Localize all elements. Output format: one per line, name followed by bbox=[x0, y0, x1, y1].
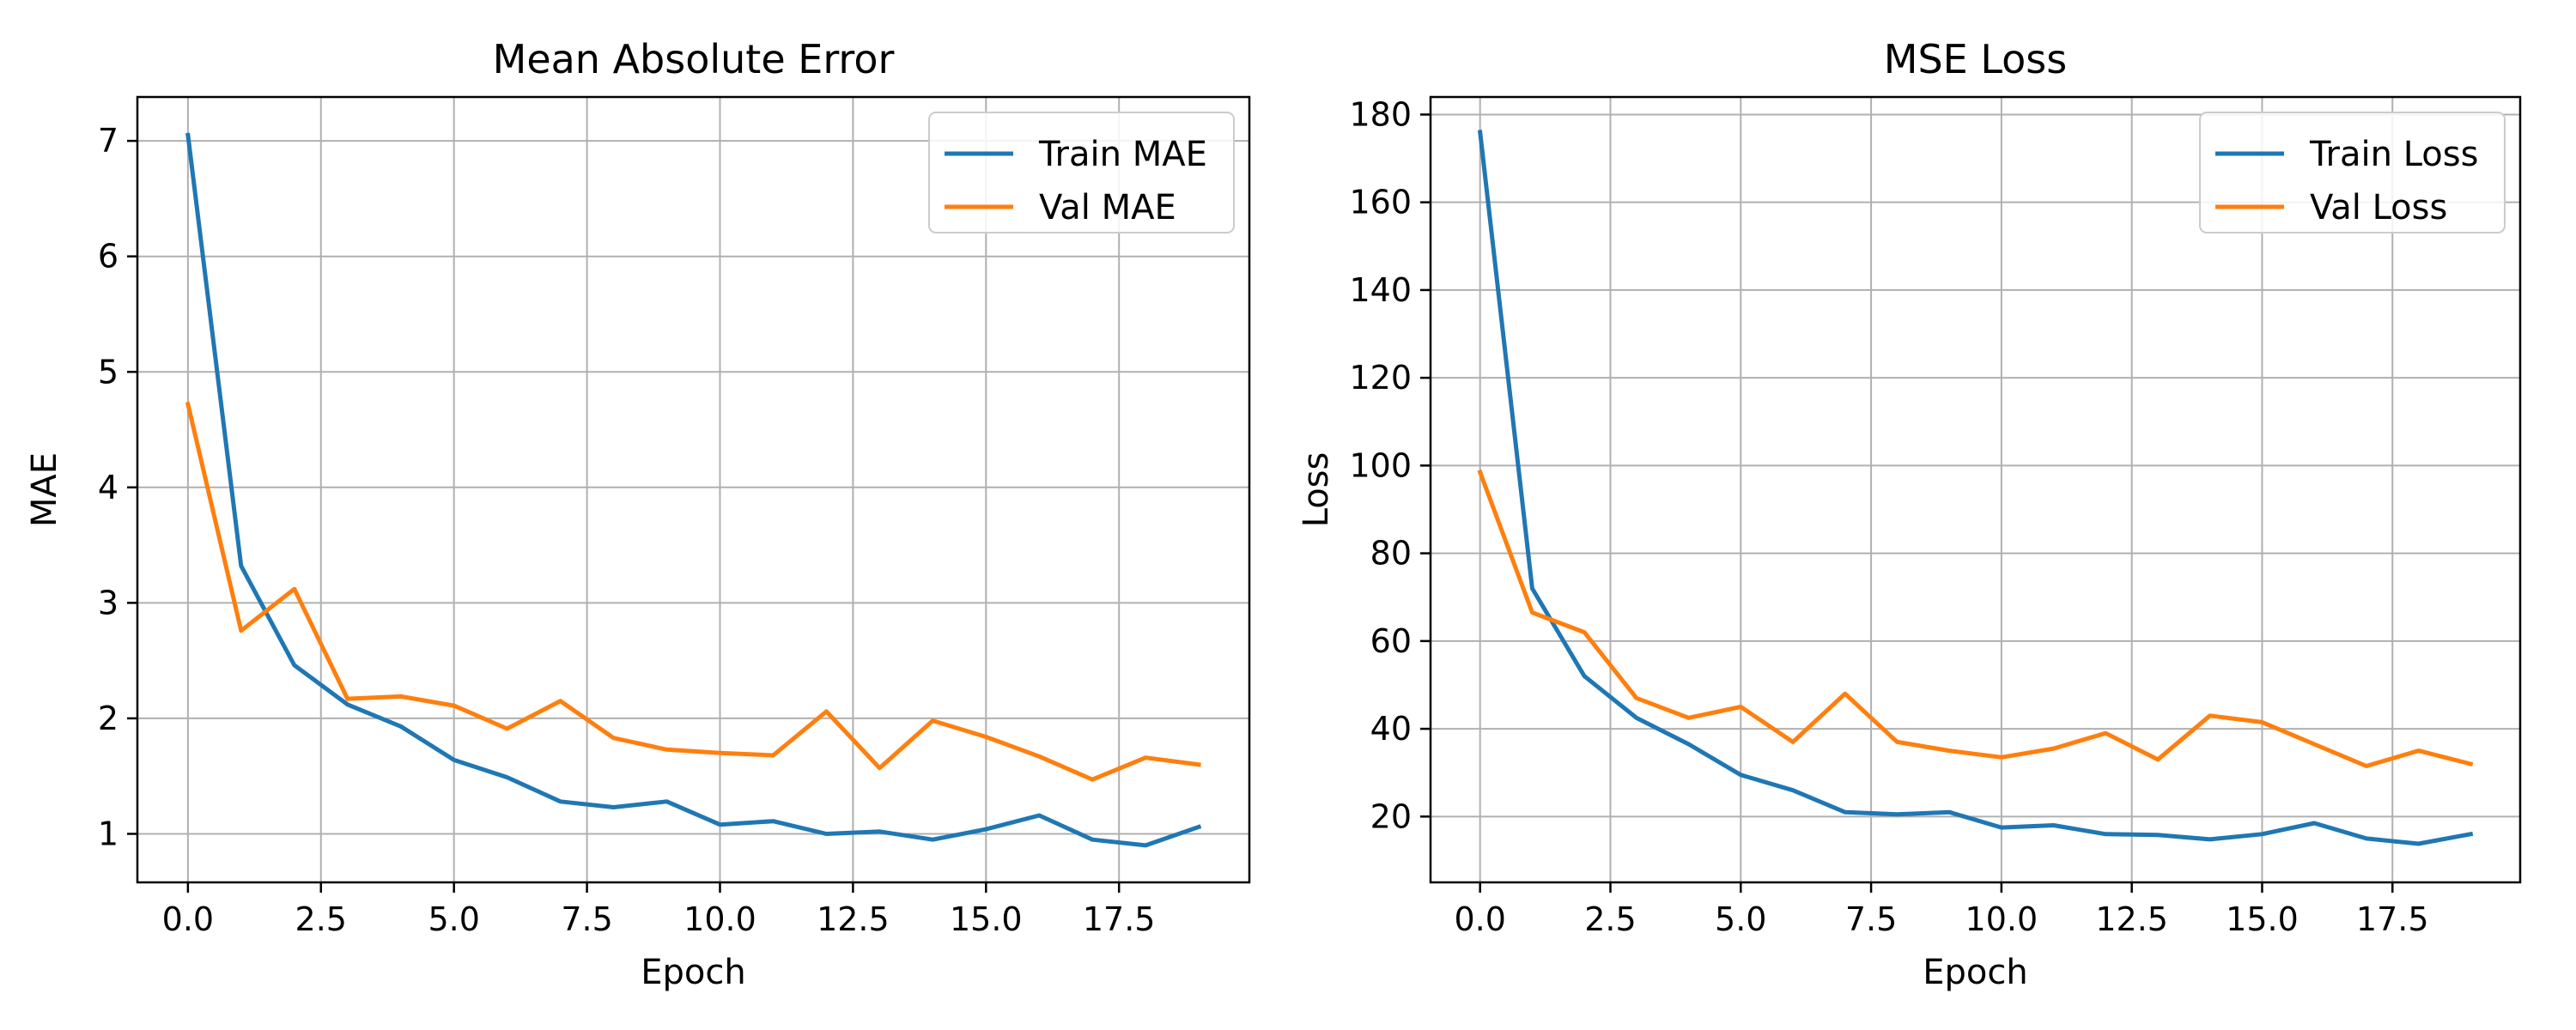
y-axis-label: Loss bbox=[1297, 452, 1336, 528]
legend-label: Train Loss bbox=[2309, 135, 2478, 174]
y-tick-label: 140 bbox=[1349, 271, 1412, 309]
y-tick-label: 4 bbox=[98, 469, 118, 506]
legend: Train MAE Val MAE bbox=[928, 112, 1235, 233]
x-tick-label: 0.0 bbox=[1454, 900, 1505, 938]
y-tick-label: 160 bbox=[1349, 184, 1412, 221]
x-tick-label: 10.0 bbox=[1965, 900, 2038, 938]
y-tick-label: 1 bbox=[98, 815, 118, 852]
x-tick-label: 5.0 bbox=[1715, 900, 1766, 938]
x-tick-label: 15.0 bbox=[2226, 900, 2299, 938]
x-tick-label: 7.5 bbox=[561, 900, 612, 938]
legend-box bbox=[928, 112, 1235, 233]
x-tick-label: 2.5 bbox=[1584, 900, 1636, 938]
x-axis-label: Epoch bbox=[1923, 953, 2027, 992]
x-tick-label: 12.5 bbox=[817, 900, 890, 938]
grid bbox=[137, 97, 1249, 882]
legend-label: Val Loss bbox=[2310, 188, 2447, 227]
plot-frame bbox=[1429, 95, 2522, 884]
series-line-train-loss bbox=[1477, 130, 2474, 846]
chart-title: Mean Absolute Error bbox=[493, 36, 895, 82]
x-tick-label: 17.5 bbox=[1083, 900, 1156, 938]
y-tick-label: 180 bbox=[1349, 95, 1412, 133]
y-tick-label: 40 bbox=[1370, 710, 1412, 748]
y-tick-label: 100 bbox=[1349, 446, 1412, 484]
plot-frame bbox=[136, 95, 1251, 884]
y-tick-label: 20 bbox=[1370, 797, 1412, 835]
y-tick-label: 6 bbox=[98, 238, 118, 276]
x-tick-label: 10.0 bbox=[683, 900, 756, 938]
y-tick-label: 2 bbox=[98, 700, 118, 737]
series-line-val-loss bbox=[1477, 469, 2474, 768]
series-line-val-mae bbox=[185, 401, 1201, 782]
legend-box bbox=[2199, 112, 2506, 233]
y-tick-label: 5 bbox=[98, 353, 118, 391]
legend-label: Val MAE bbox=[1039, 188, 1176, 227]
chart-panel-2: 0.0 2.5 5.0 7.5 10.0 12.5 15.0 17.5 20 40 60 80 100 1… bbox=[1297, 36, 2522, 992]
y-tick-label: 7 bbox=[98, 122, 118, 160]
x-tick-label: 0.0 bbox=[162, 900, 214, 938]
x-axis-label: Epoch bbox=[641, 953, 745, 992]
y-axis-label: MAE bbox=[25, 452, 64, 527]
y-tick-label: 60 bbox=[1370, 622, 1412, 660]
legend: Train Loss Val Loss bbox=[2199, 112, 2506, 233]
x-tick-label: 12.5 bbox=[2095, 900, 2168, 938]
chart-panel-1: 0.0 2.5 5.0 7.5 10.0 12.5 15.0 17.5 1 2 3 4 5 6 7 Mean … bbox=[25, 36, 1251, 992]
x-tick-label: 5.0 bbox=[428, 900, 479, 938]
x-tick-label: 17.5 bbox=[2356, 900, 2429, 938]
y-tick-label: 80 bbox=[1370, 535, 1412, 573]
legend-label: Train MAE bbox=[1038, 135, 1207, 174]
y-tick-label: 120 bbox=[1349, 359, 1412, 397]
chart-title: MSE Loss bbox=[1884, 36, 2067, 82]
x-tick-label: 7.5 bbox=[1845, 900, 1897, 938]
y-tick-label: 3 bbox=[98, 584, 118, 621]
series-line-train-mae bbox=[185, 132, 1202, 848]
x-tick-label: 2.5 bbox=[295, 900, 347, 938]
x-tick-label: 15.0 bbox=[950, 900, 1023, 938]
